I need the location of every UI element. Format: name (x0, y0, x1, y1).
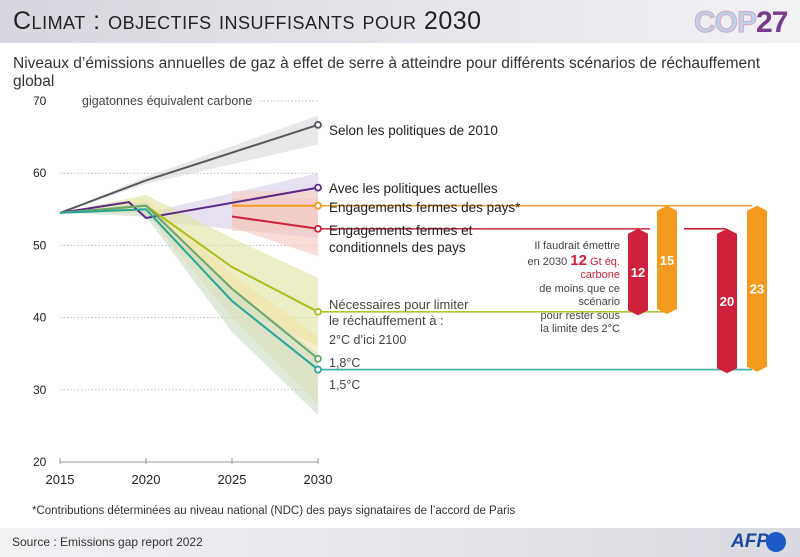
subtitle: Niveaux d’émissions annuelles de gaz à e… (13, 55, 761, 90)
y-tick-label: 40 (33, 311, 47, 325)
label-2c: 2°C d’ici 2100 (329, 333, 406, 347)
gap-bar-23 (747, 205, 767, 372)
gap-bar-label: 23 (750, 282, 764, 297)
uncertainty-band (232, 198, 318, 257)
page-title: Climat : objectifs insuffisants pour 203… (13, 7, 482, 35)
x-tick-label: 2015 (46, 472, 75, 487)
series-endpoint-marker (314, 120, 322, 129)
y-tick-label: 60 (33, 166, 47, 180)
header-bar: Climat : objectifs insuffisants pour 203… (0, 0, 800, 43)
x-tick-label: 2030 (304, 472, 333, 487)
label-politiques-actuelles: Avec les politiques actuelles (329, 181, 498, 196)
gap-bar-20 (717, 228, 737, 374)
footer-bar: Source : Emissions gap report 2022 AFP (0, 528, 800, 557)
gap-bar-label: 12 (631, 265, 645, 280)
series-endpoint-marker (314, 307, 322, 316)
gap-bar-15 (657, 205, 677, 314)
label-engagements-cond-2: conditionnels des pays (329, 240, 466, 255)
afp-logo-dot (766, 532, 786, 552)
label-engagements-fermes: Engagements fermes des pays* (329, 200, 521, 215)
x-tick-label: 2020 (132, 472, 161, 487)
uncertainty-band (60, 198, 318, 405)
gap-bar-label: 15 (660, 253, 674, 268)
y-tick-label: 30 (33, 383, 47, 397)
footnote: *Contributions déterminées au niveau nat… (32, 505, 516, 517)
label-necessaires-1: Nécessaires pour limiter (329, 297, 469, 312)
y-axis-unit-label: gigatonnes équivalent carbone (82, 94, 252, 108)
label-politiques-2010: Selon les politiques de 2010 (329, 123, 498, 138)
x-tick-label: 2025 (218, 472, 247, 487)
label-1-5c: 1,5°C (329, 378, 360, 392)
series-line (59, 204, 319, 360)
series-line (59, 208, 319, 371)
series-endpoint-marker (314, 183, 322, 192)
series-endpoint-marker (314, 201, 322, 210)
series-line (231, 215, 319, 230)
series-endpoint-marker (314, 354, 322, 363)
y-tick-label: 50 (33, 238, 47, 252)
gap-bar-label: 20 (720, 294, 734, 309)
series-line (59, 123, 319, 214)
source-text: Source : Emissions gap report 2022 (12, 535, 203, 549)
series-endpoint-marker (314, 224, 322, 233)
series-endpoint-marker (314, 365, 322, 374)
label-engagements-cond-1: Engagements fermes et (329, 223, 473, 238)
cop27-logo: COP27 (693, 6, 788, 40)
y-tick-label: 70 (33, 94, 47, 108)
label-necessaires-2: le réchauffement à : (329, 313, 444, 328)
gap-bar-12 (628, 228, 648, 316)
gap-annotation: Il faudrait émettre en 2030 12 Gt éq. ca… (527, 240, 620, 335)
y-tick-label: 20 (33, 455, 47, 469)
label-1-8c: 1,8°C (329, 356, 360, 370)
afp-logo: AFP (731, 531, 769, 552)
